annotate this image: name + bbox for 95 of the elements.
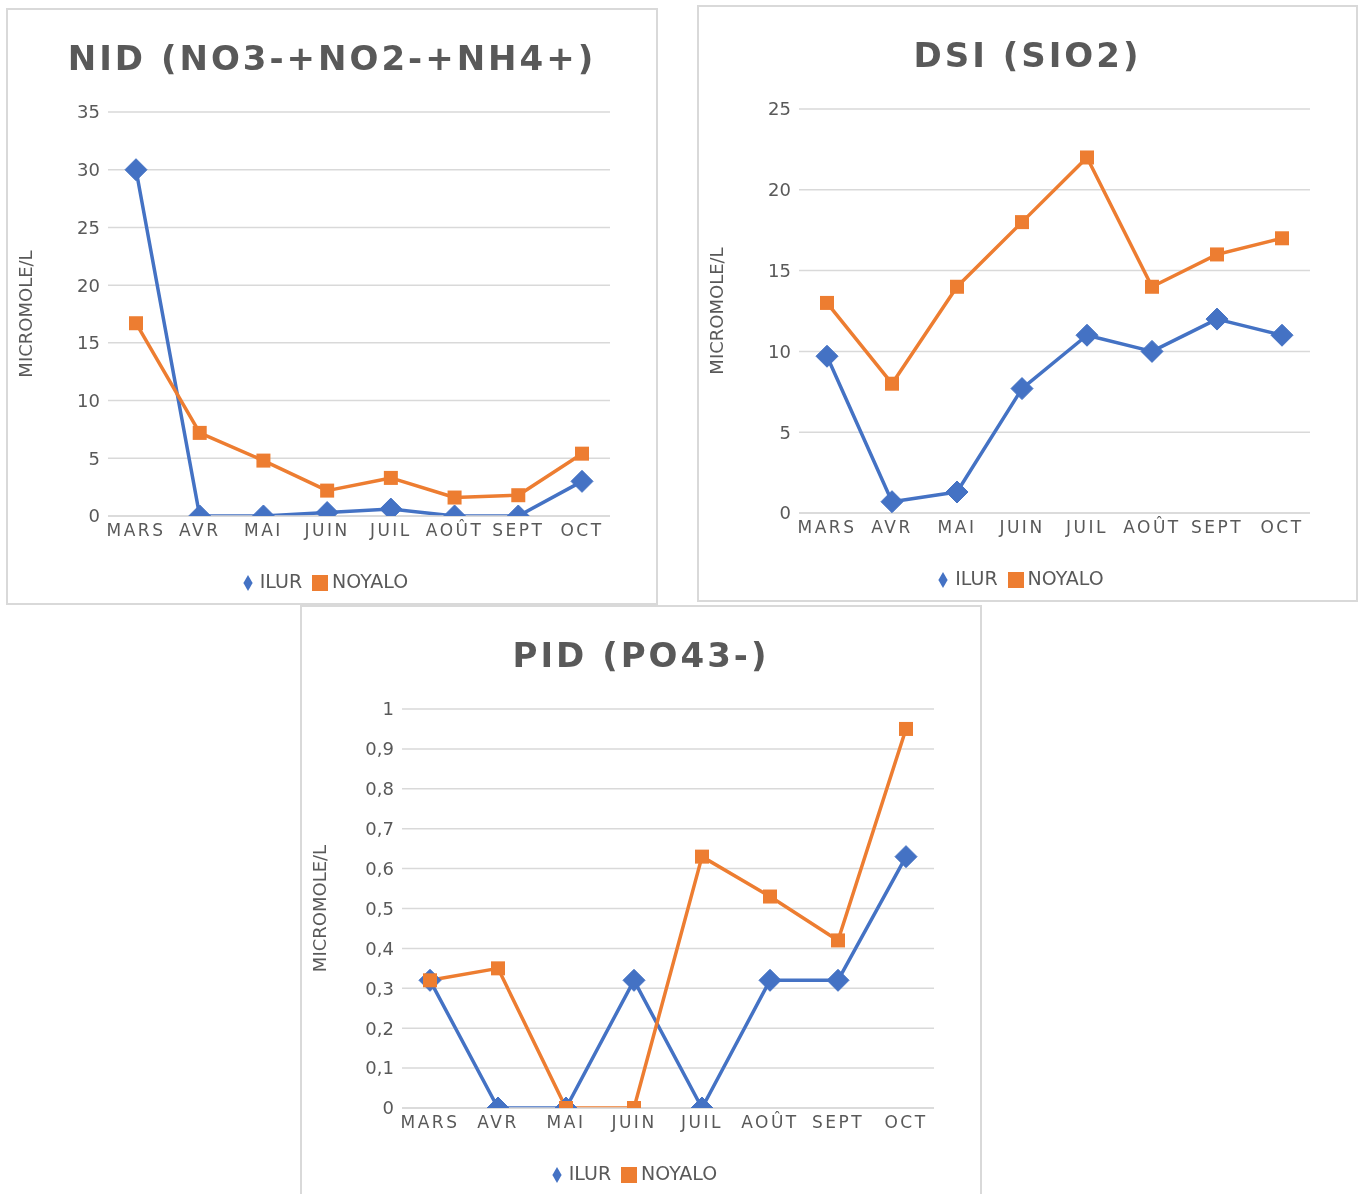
y-tick-label: 5	[88, 447, 100, 469]
legend-label: NOYALO	[332, 570, 409, 592]
y-axis-title: MICROMOLE/L	[309, 844, 331, 973]
y-tick-label: 0,1	[365, 1057, 394, 1079]
point	[575, 446, 589, 461]
point	[1145, 279, 1159, 294]
chart-title: PID (PO43-)	[511, 635, 771, 677]
point	[511, 488, 526, 503]
point	[1080, 150, 1094, 165]
point	[383, 470, 398, 485]
point	[1210, 247, 1224, 262]
x-tick-label: AVR	[178, 520, 221, 541]
x-tick-label: SEPT	[1190, 517, 1244, 538]
point	[815, 344, 839, 368]
point	[1275, 231, 1289, 246]
y-axis-title: MICROMOLE/L	[15, 250, 37, 378]
x-tick-label: AVR	[871, 517, 913, 538]
x-tick-label: MARS	[797, 517, 857, 538]
y-tick-label: 0,9	[365, 738, 394, 760]
x-tick-label: AOÛT	[425, 519, 484, 541]
x-tick-label: JUIN	[998, 517, 1045, 538]
x-tick-label: SEPT	[811, 1112, 865, 1133]
x-tick-label: MAI	[244, 520, 283, 541]
x-tick-label: JUIL	[1065, 517, 1108, 538]
y-tick-label: 30	[77, 159, 100, 181]
point	[695, 849, 709, 864]
point	[622, 968, 646, 992]
x-tick-label: SEPT	[492, 520, 545, 541]
y-tick-label: 15	[768, 259, 791, 281]
point	[129, 316, 143, 331]
x-tick-label: AOÛT	[1123, 516, 1181, 538]
x-tick-label: OCT	[560, 520, 604, 541]
x-tick-label: JUIN	[303, 520, 350, 541]
legend-label: ILUR	[568, 1162, 612, 1184]
y-tick-label: 25	[768, 98, 791, 120]
point	[880, 490, 904, 513]
point	[192, 425, 207, 440]
point	[1015, 215, 1029, 230]
point	[826, 968, 850, 992]
point	[1205, 307, 1229, 331]
x-tick-label: OCT	[884, 1112, 928, 1133]
y-tick-label: 10	[77, 389, 100, 411]
y-tick-label: 15	[77, 332, 100, 354]
x-tick-label: AOÛT	[741, 1111, 799, 1133]
y-tick-label: 0,4	[365, 937, 394, 959]
chart-title: DSI (SIO2)	[912, 35, 1143, 77]
y-tick-label: 0	[779, 502, 791, 524]
point	[831, 933, 845, 948]
legend-label: NOYALO	[1027, 567, 1104, 589]
y-tick-label: 0,5	[365, 897, 394, 919]
y-tick-label: 0	[382, 1097, 394, 1119]
x-tick-label: JUIL	[368, 520, 412, 541]
point	[1140, 339, 1164, 363]
point	[885, 376, 899, 391]
y-axis-title: MICROMOLE/L	[706, 247, 728, 375]
y-tick-label: 25	[77, 216, 100, 238]
point	[758, 968, 782, 992]
point	[124, 158, 148, 182]
legend-label: ILUR	[955, 567, 998, 589]
y-tick-label: 1	[382, 698, 394, 720]
point	[945, 480, 969, 504]
x-tick-label: MARS	[106, 520, 166, 541]
x-tick-label: JUIL	[680, 1112, 723, 1133]
legend-label: ILUR	[259, 570, 303, 592]
point	[447, 490, 462, 505]
point	[1270, 323, 1294, 347]
x-tick-label: AVR	[477, 1112, 519, 1133]
y-tick-label: 35	[77, 101, 100, 123]
y-tick-label: 0,6	[365, 857, 394, 879]
point	[894, 845, 918, 869]
chart-title: NID (NO3-+NO2-+NH4+)	[66, 38, 598, 80]
y-tick-label: 20	[77, 274, 100, 296]
legend-label: NOYALO	[641, 1162, 718, 1184]
y-tick-label: 20	[768, 179, 791, 201]
y-tick-label: 0	[88, 505, 100, 527]
y-tick-label: 0,3	[365, 977, 394, 999]
point	[570, 469, 594, 493]
point	[320, 483, 335, 498]
y-tick-label: 10	[768, 340, 791, 362]
y-tick-label: 5	[779, 421, 791, 443]
point	[1010, 377, 1034, 401]
point	[950, 279, 964, 294]
point	[763, 889, 777, 904]
point	[1075, 323, 1099, 347]
y-tick-label: 0,7	[365, 818, 394, 840]
point	[256, 453, 271, 468]
x-tick-label: MAI	[937, 517, 977, 538]
y-tick-label: 0,8	[365, 778, 394, 800]
x-tick-label: MAI	[546, 1112, 586, 1133]
x-tick-label: JUIN	[610, 1112, 657, 1133]
x-tick-label: OCT	[1260, 517, 1304, 538]
x-tick-label: MARS	[400, 1112, 460, 1133]
point	[820, 295, 834, 310]
point	[491, 961, 505, 976]
y-tick-label: 0,2	[365, 1017, 394, 1039]
